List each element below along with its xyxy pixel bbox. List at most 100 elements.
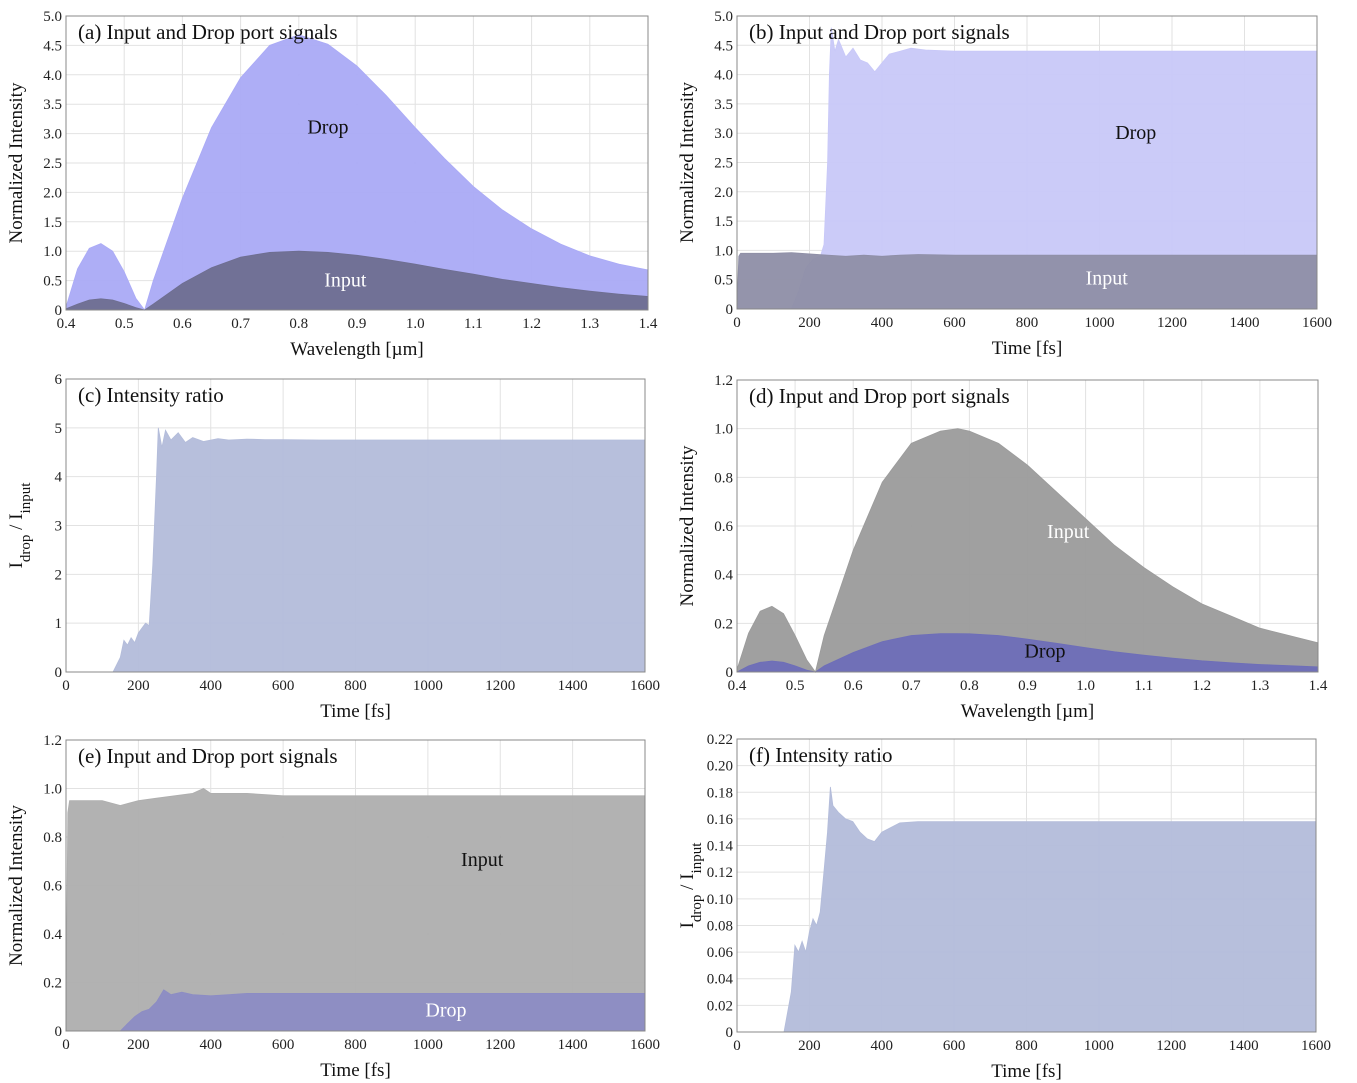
x-tick-label: 0 (733, 315, 741, 331)
y-tick-label: 0.8 (43, 830, 62, 846)
series-area-ratio (66, 427, 646, 673)
panel-title: (c) Intensity ratio (78, 383, 224, 407)
panel-f: 0 200 400 600 800 1000 1200 1400 1600 0 0.02 0.04 0.… (677, 732, 1331, 1082)
plot-frame (65, 15, 649, 311)
x-tick-label: 600 (943, 315, 966, 331)
series-area-input (65, 788, 646, 1032)
x-tick-label: 1000 (1085, 315, 1115, 331)
x-tick-label: 0.4 (57, 316, 76, 332)
panel-title: (d) Input and Drop port signals (749, 384, 1010, 408)
y-tick-label: 4.5 (714, 38, 733, 54)
y-tick-label: 1.5 (43, 215, 62, 231)
y-tick-label: 0.2 (43, 976, 62, 992)
x-tick-label: 1600 (630, 1037, 660, 1053)
y-tick-label: 2 (55, 567, 63, 583)
y-axis-label: Normalized Intensity (6, 805, 27, 966)
y-tick-label: 0.2 (714, 616, 733, 632)
x-tick-label: 800 (344, 678, 367, 694)
y-tick-label: 0.6 (43, 879, 62, 895)
x-tick-label: 800 (1015, 1038, 1038, 1054)
series-area-input (736, 428, 1319, 673)
y-tick-label: 0.04 (707, 972, 734, 988)
x-axis-label: Time [fs] (991, 1061, 1062, 1082)
x-tick-label: 1000 (1084, 1038, 1114, 1054)
x-tick-label: 800 (344, 1037, 367, 1053)
series-area-input (65, 250, 649, 311)
x-tick-label: 1.1 (464, 316, 483, 332)
x-tick-label: 1400 (558, 1037, 588, 1053)
x-tick-label: 1600 (630, 678, 660, 694)
x-tick-label: 1.1 (1134, 678, 1153, 694)
y-tick-label: 3.5 (714, 97, 733, 113)
y-tick-label: 4.5 (43, 38, 62, 54)
series-label: Drop (1024, 640, 1065, 662)
y-tick-label: 0.08 (707, 918, 733, 934)
y-tick-label: 1.2 (714, 373, 733, 389)
x-tick-label: 1.3 (580, 316, 599, 332)
y-tick-label: 1.0 (714, 422, 733, 438)
y-tick-label: 4.0 (43, 68, 62, 84)
y-tick-label: 0.5 (714, 273, 733, 289)
y-tick-label: 0.6 (714, 519, 733, 535)
y-tick-label: 0.02 (707, 998, 733, 1014)
x-tick-label: 1.2 (522, 316, 541, 332)
y-axis-label: Normalized Intensity (677, 82, 698, 243)
y-axis-label: Normalized Intensity (6, 82, 27, 243)
x-tick-label: 1.0 (406, 316, 425, 332)
x-tick-label: 800 (1016, 315, 1039, 331)
series-label: Input (324, 269, 367, 291)
x-tick-label: 400 (871, 315, 894, 331)
x-tick-label: 600 (272, 678, 295, 694)
x-tick-label: 0.6 (173, 316, 192, 332)
plot-frame (65, 739, 646, 1032)
panel-title: (f) Intensity ratio (749, 743, 892, 767)
y-tick-label: 0.4 (43, 927, 62, 943)
y-tick-label: 0 (726, 665, 734, 681)
y-tick-label: 0.4 (714, 568, 733, 584)
y-tick-label: 0.16 (707, 812, 734, 828)
y-tick-label: 3 (55, 519, 63, 535)
x-tick-label: 200 (798, 1038, 821, 1054)
y-tick-label: 2.5 (43, 156, 62, 172)
x-tick-label: 0 (62, 1037, 70, 1053)
panel-title: (a) Input and Drop port signals (78, 20, 338, 44)
y-tick-label: 0.12 (707, 865, 733, 881)
panel-d: 0.4 0.5 0.6 0.7 0.8 0.9 1.0 1.1 1.2 1.3 1.4 0 0.2 0.4… (677, 373, 1328, 722)
y-tick-label: 4.0 (714, 68, 733, 84)
plot-frame (736, 738, 1317, 1033)
y-tick-label: 5.0 (43, 9, 62, 25)
x-tick-label: 1600 (1301, 1038, 1331, 1054)
x-tick-label: 0.7 (902, 678, 921, 694)
y-axis-label: Idrop / Iinput (6, 482, 34, 569)
y-tick-label: 6 (55, 372, 63, 388)
x-tick-label: 200 (798, 315, 821, 331)
x-tick-label: 1200 (1156, 1038, 1186, 1054)
y-tick-label: 1.0 (43, 244, 62, 260)
y-tick-label: 0 (55, 1024, 63, 1040)
y-tick-label: 0.14 (707, 839, 734, 855)
y-tick-label: 0.10 (707, 892, 733, 908)
x-tick-label: 0 (733, 1038, 741, 1054)
panel-c: 0 200 400 600 800 1000 1200 1400 1600 0 1 2 3 4 5 6 (c) … (6, 372, 660, 722)
x-tick-label: 1.4 (639, 316, 658, 332)
y-tick-label: 0.20 (707, 759, 733, 775)
plot-frame (736, 379, 1319, 673)
y-tick-label: 1.0 (43, 782, 62, 798)
y-tick-label: 0.22 (707, 732, 733, 748)
x-tick-label: 0.8 (289, 316, 308, 332)
x-tick-label: 1400 (1230, 315, 1260, 331)
series-area-input (736, 252, 1318, 310)
x-tick-label: 1400 (1229, 1038, 1259, 1054)
y-tick-label: 0.06 (707, 945, 734, 961)
y-tick-label: 0 (726, 302, 734, 318)
x-tick-label: 1.3 (1251, 678, 1270, 694)
x-axis-label: Wavelength [µm] (961, 701, 1094, 722)
y-tick-label: 3.0 (43, 127, 62, 143)
series-label: Input (1086, 267, 1129, 289)
y-tick-label: 5.0 (714, 9, 733, 25)
x-axis-label: Time [fs] (992, 338, 1063, 359)
series-area-ratio (737, 786, 1317, 1033)
x-tick-label: 0.9 (1018, 678, 1037, 694)
x-tick-label: 1000 (413, 678, 443, 694)
x-tick-label: 1200 (485, 678, 515, 694)
